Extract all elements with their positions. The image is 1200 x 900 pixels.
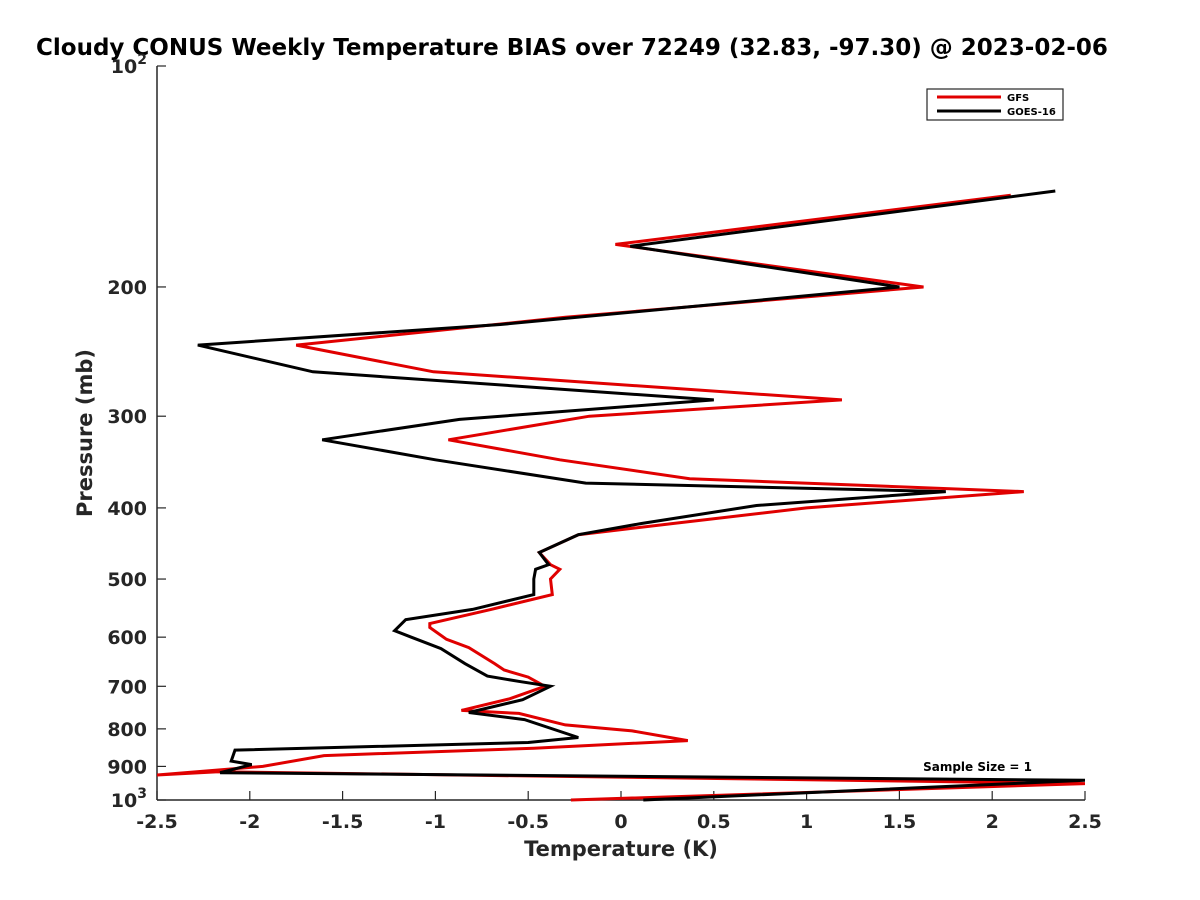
y-tick-label: 102 (111, 52, 147, 78)
x-tick-label: -1 (425, 811, 446, 833)
x-tick-label: 1 (800, 811, 813, 833)
legend-box (926, 88, 1064, 121)
legend-label-gfs: GFS (1007, 93, 1029, 104)
y-axis-ticks: 102 200 300 400 500 600 700 800 900 103 (107, 52, 166, 812)
y-tick-label: 103 (111, 786, 147, 812)
series-line-gfs (157, 193, 1085, 802)
x-tick-label: 2.5 (1068, 811, 1102, 833)
x-tick-label: -0.5 (507, 811, 549, 833)
legend-label-goes16: GOES-16 (1007, 107, 1056, 118)
series-line-goes16 (197, 189, 1085, 802)
y-tick-label: 300 (107, 406, 147, 428)
y-tick-label: 700 (107, 676, 147, 698)
x-tick-label: 2 (986, 811, 999, 833)
x-tick-label: -2.5 (136, 811, 178, 833)
x-axis-ticks: -2.5 -2 -1.5 -1 -0.5 0 0.5 1 1.5 2 2.5 (136, 791, 1102, 833)
y-tick-label: 500 (107, 569, 147, 591)
y-tick-label: 900 (107, 756, 147, 778)
x-tick-label: 1.5 (883, 811, 917, 833)
x-tick-label: -2 (239, 811, 260, 833)
series-lines (157, 189, 1085, 802)
y-tick-label: 800 (107, 719, 147, 741)
x-tick-label: 0 (614, 811, 627, 833)
y-tick-label: 400 (107, 498, 147, 520)
y-tick-label: 200 (107, 277, 147, 299)
sample-size-annotation: Sample Size = 1 (923, 760, 1032, 774)
x-axis-label: Temperature (K) (524, 837, 718, 861)
x-tick-label: 0.5 (697, 811, 731, 833)
x-tick-label: -1.5 (322, 811, 364, 833)
chart-title: Cloudy CONUS Weekly Temperature BIAS ove… (36, 35, 1108, 61)
y-axis-label: Pressure (mb) (73, 349, 97, 517)
y-tick-label: 600 (107, 627, 147, 649)
legend: GFS GOES-16 (926, 88, 1064, 121)
